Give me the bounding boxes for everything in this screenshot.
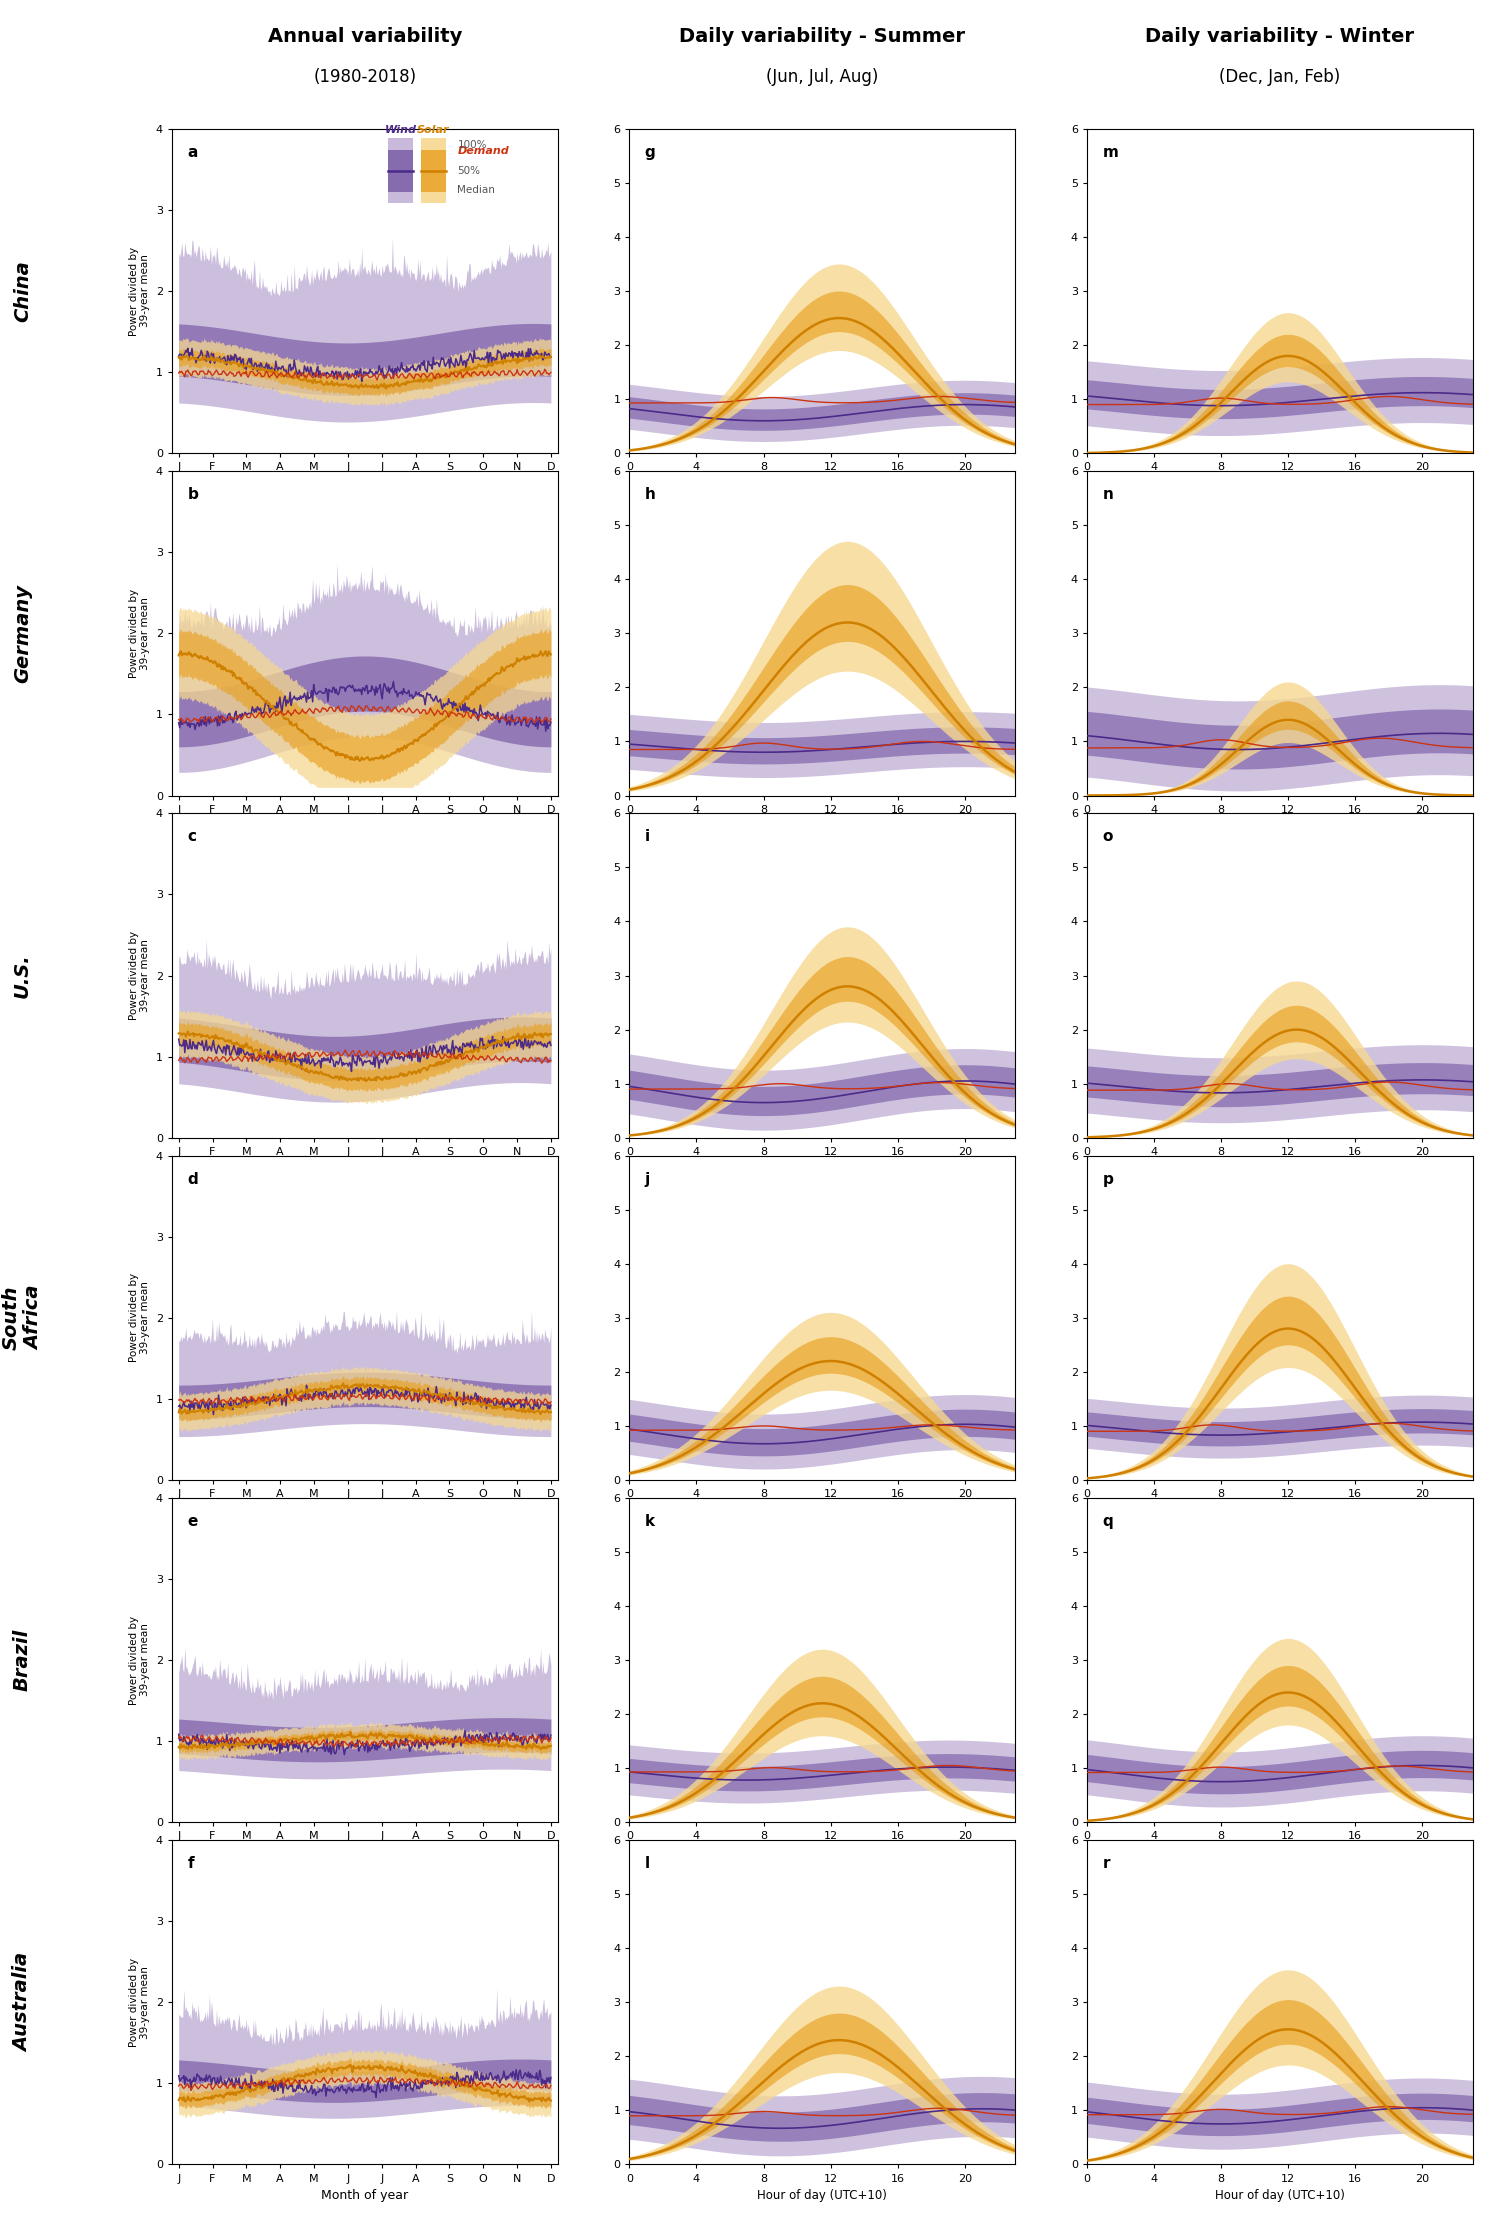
Y-axis label: Power divided by
39-year mean: Power divided by 39-year mean — [129, 1958, 150, 2047]
X-axis label: Hour of day (UTC+10): Hour of day (UTC+10) — [758, 2189, 887, 2202]
Text: b: b — [187, 486, 199, 502]
Text: m: m — [1102, 144, 1118, 160]
Text: Australia: Australia — [13, 1954, 31, 2051]
Text: h: h — [644, 486, 656, 502]
Text: Annual variability: Annual variability — [268, 27, 462, 47]
Text: (1980-2018): (1980-2018) — [314, 69, 416, 87]
Text: 100%: 100% — [457, 140, 487, 151]
Y-axis label: Power divided by
39-year mean: Power divided by 39-year mean — [129, 1616, 150, 1705]
Y-axis label: Power divided by
39-year mean: Power divided by 39-year mean — [129, 246, 150, 335]
Text: e: e — [187, 1514, 197, 1530]
Text: Daily variability - Summer: Daily variability - Summer — [679, 27, 966, 47]
Text: f: f — [187, 1856, 194, 1871]
Text: p: p — [1102, 1172, 1114, 1188]
Text: (Dec, Jan, Feb): (Dec, Jan, Feb) — [1218, 69, 1341, 87]
X-axis label: Hour of day (UTC+10): Hour of day (UTC+10) — [1215, 1847, 1344, 1860]
Text: d: d — [187, 1172, 199, 1188]
Text: q: q — [1102, 1514, 1114, 1530]
Text: o: o — [1102, 830, 1112, 844]
Text: i: i — [644, 830, 650, 844]
X-axis label: Hour of day (UTC+8): Hour of day (UTC+8) — [1218, 477, 1341, 491]
X-axis label: Hour of day (UTC+1): Hour of day (UTC+1) — [761, 819, 884, 832]
Text: l: l — [644, 1856, 650, 1871]
Y-axis label: Power divided by
39-year mean: Power divided by 39-year mean — [129, 930, 150, 1019]
X-axis label: Hour of day (UTC+10): Hour of day (UTC+10) — [1215, 2189, 1344, 2202]
X-axis label: Hour of day (UTC+2): Hour of day (UTC+2) — [761, 1505, 884, 1518]
Text: Germany: Germany — [13, 584, 31, 684]
X-axis label: Hour of day (UTC+10): Hour of day (UTC+10) — [758, 1847, 887, 1860]
Text: Median: Median — [457, 186, 495, 195]
Text: Solar: Solar — [417, 124, 450, 135]
X-axis label: Hour of day (UTC-8): Hour of day (UTC-8) — [764, 1163, 881, 1174]
Text: k: k — [644, 1514, 655, 1530]
Text: South
Africa: South Africa — [1, 1285, 43, 1350]
Text: n: n — [1102, 486, 1114, 502]
Text: Daily variability - Winter: Daily variability - Winter — [1145, 27, 1414, 47]
Text: g: g — [644, 144, 656, 160]
Text: U.S.: U.S. — [13, 952, 31, 997]
Bar — [387, 138, 413, 204]
Text: j: j — [644, 1172, 650, 1188]
Text: Wind: Wind — [384, 124, 417, 135]
Text: a: a — [187, 144, 197, 160]
Text: China: China — [13, 260, 31, 322]
Bar — [420, 151, 446, 193]
Y-axis label: Power divided by
39-year mean: Power divided by 39-year mean — [129, 588, 150, 677]
Text: Demand: Demand — [457, 147, 510, 155]
Text: r: r — [1102, 1856, 1109, 1871]
Y-axis label: Power divided by
39-year mean: Power divided by 39-year mean — [129, 1274, 150, 1363]
Text: 50%: 50% — [457, 166, 480, 175]
Bar — [387, 151, 413, 193]
X-axis label: Hour of day (UTC+1): Hour of day (UTC+1) — [1218, 819, 1341, 832]
Text: c: c — [187, 830, 196, 844]
X-axis label: Hour of day (UTC+2): Hour of day (UTC+2) — [1218, 1505, 1341, 1518]
X-axis label: Month of year: Month of year — [321, 2189, 408, 2202]
X-axis label: Hour of day (UTC-8): Hour of day (UTC-8) — [1221, 1163, 1338, 1174]
Text: Brazil: Brazil — [13, 1629, 31, 1692]
X-axis label: Hour of day (UTC+8): Hour of day (UTC+8) — [761, 477, 884, 491]
Text: (Jun, Jul, Aug): (Jun, Jul, Aug) — [765, 69, 879, 87]
Bar — [420, 138, 446, 204]
